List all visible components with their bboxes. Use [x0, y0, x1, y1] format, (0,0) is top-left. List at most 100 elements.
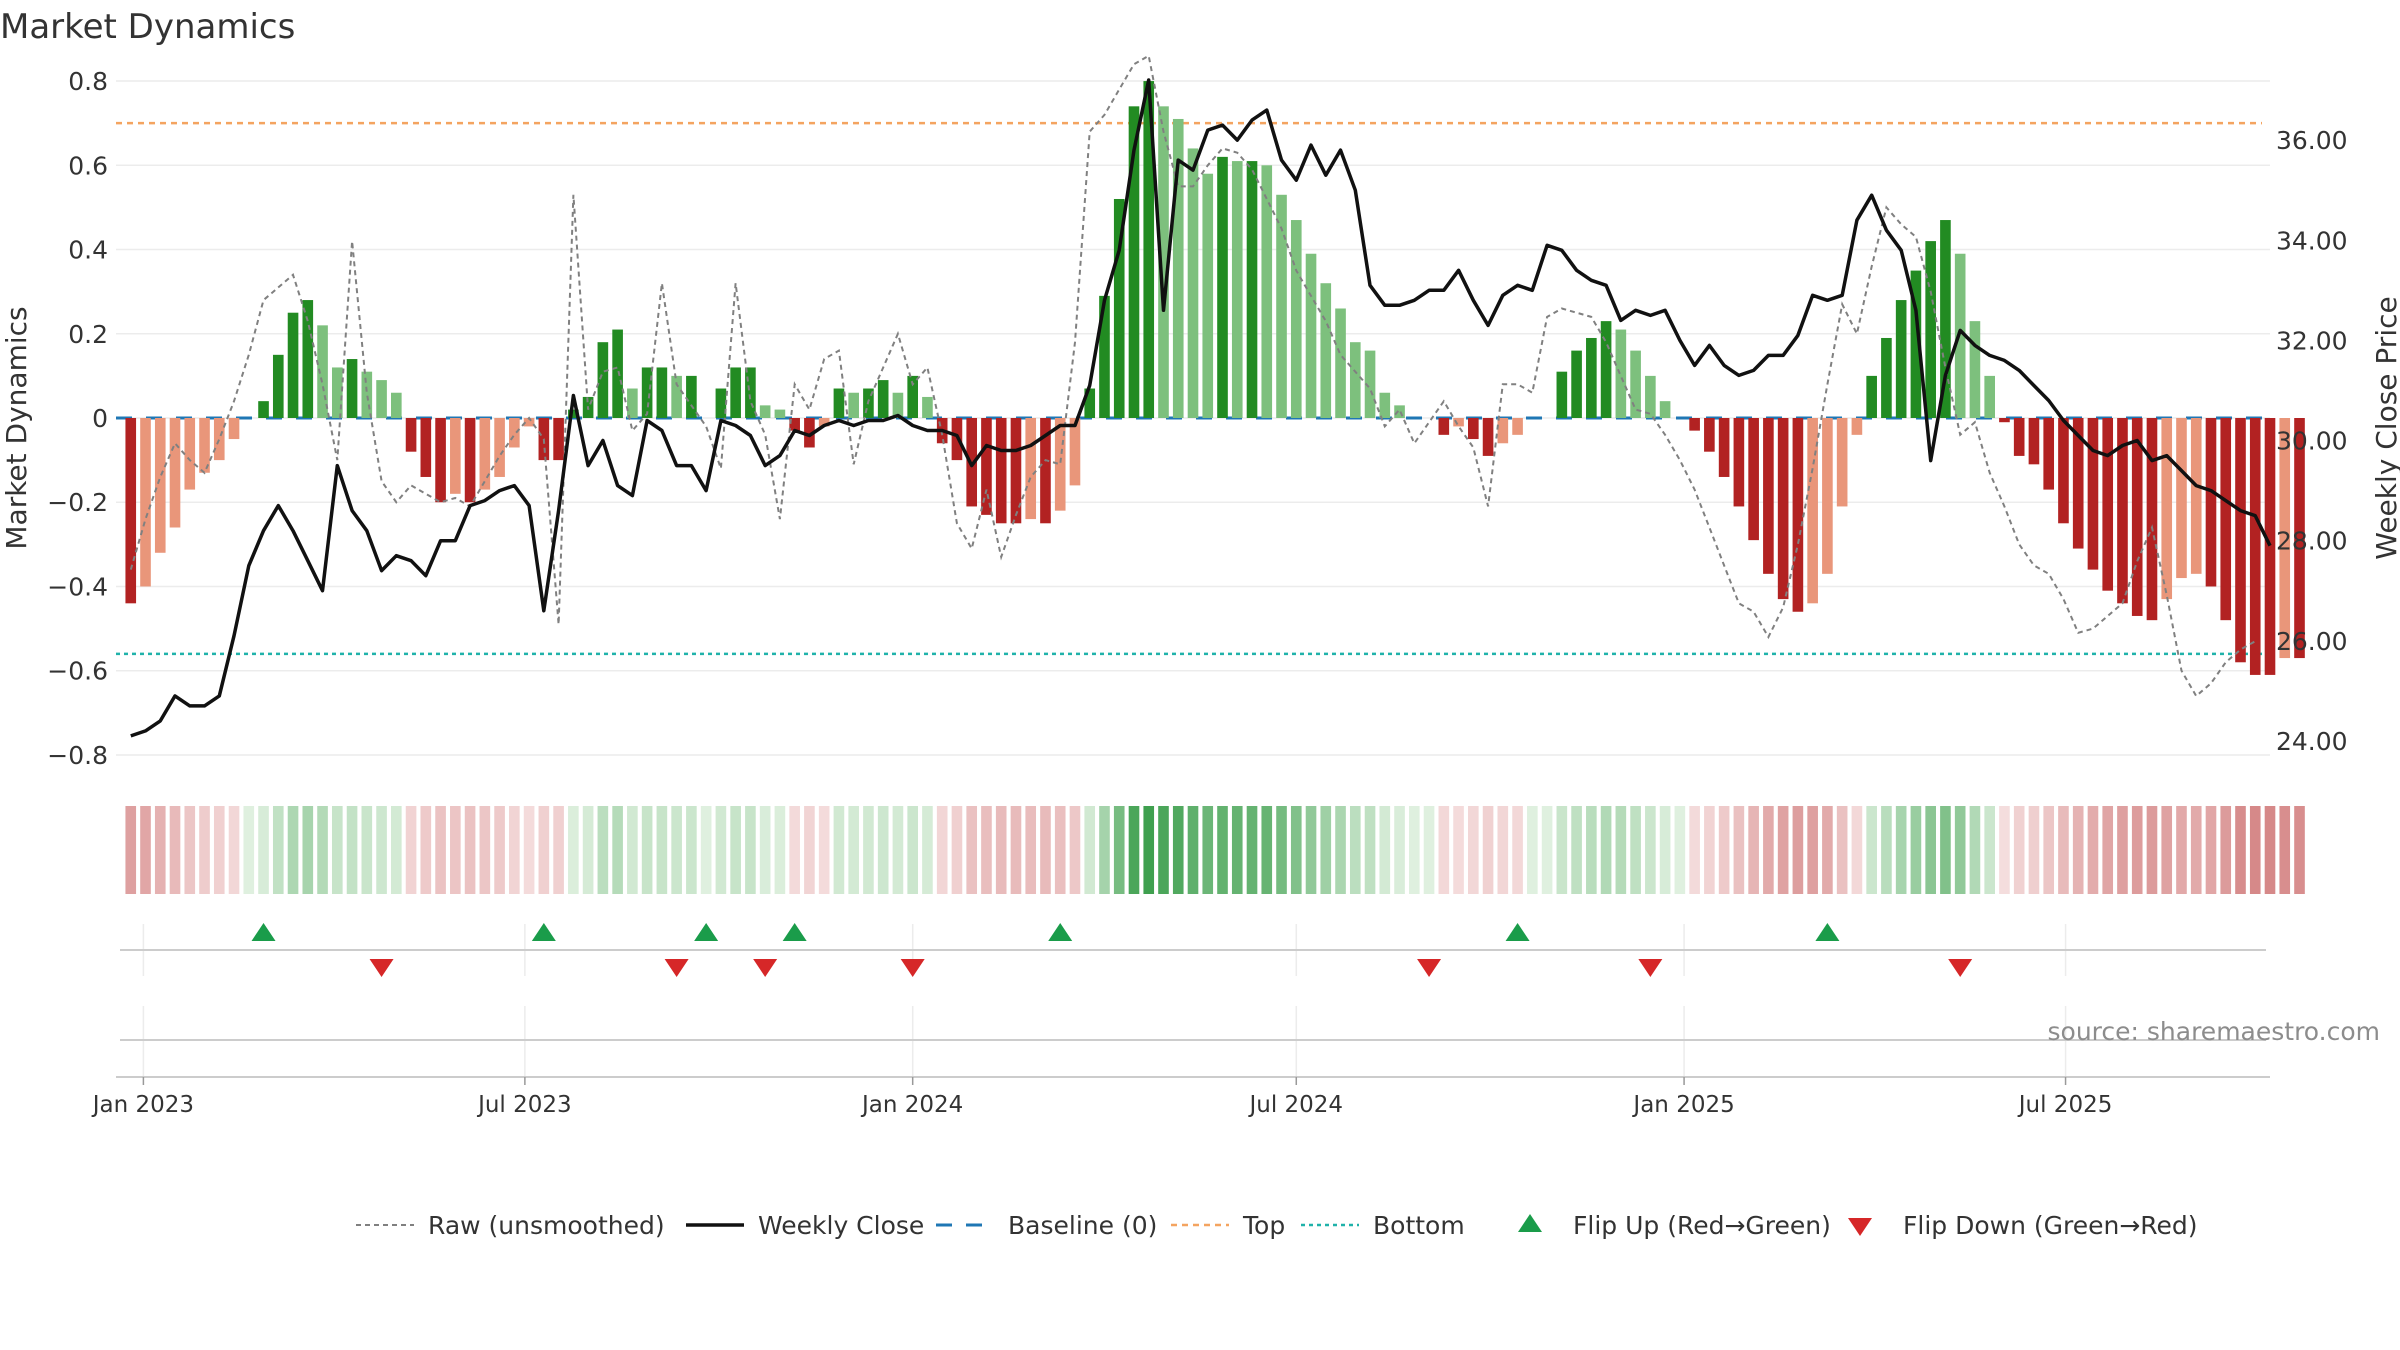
heat-cell	[1025, 806, 1037, 894]
x-tick-label: Jan 2023	[91, 1092, 194, 1118]
dynamics-bar	[745, 367, 756, 418]
y2-tick-label: 28.00	[2276, 527, 2348, 556]
heat-cell	[435, 806, 446, 894]
heat-cell	[907, 806, 918, 894]
heat-cell	[154, 806, 166, 894]
heat-cell	[1187, 806, 1199, 894]
heat-cell	[1541, 806, 1553, 894]
dynamics-bar	[1379, 392, 1391, 418]
heat-cell	[1954, 806, 1966, 894]
dynamics-bar	[2176, 418, 2187, 579]
legend-item-bottom: Bottom	[1301, 1211, 1465, 1240]
dynamics-bar	[1349, 342, 1361, 418]
dynamics-bar	[1084, 388, 1096, 418]
heat-cell	[774, 806, 786, 894]
heat-cell	[2117, 806, 2128, 894]
heat-cell	[1763, 806, 1774, 894]
dynamics-bar	[1984, 375, 1995, 418]
heat-cell	[1659, 806, 1671, 894]
heat-cell	[582, 806, 594, 894]
heat-cell	[1217, 806, 1228, 894]
heat-cell	[1246, 806, 1258, 894]
dynamics-bar	[907, 375, 918, 418]
chart-title: Market Dynamics	[0, 7, 295, 47]
dynamics-bar	[759, 405, 771, 418]
legend-label: Bottom	[1373, 1211, 1465, 1240]
heat-cell	[376, 806, 387, 894]
dynamics-bar	[302, 300, 314, 418]
heat-cell	[2161, 806, 2173, 894]
heat-cell	[391, 806, 402, 894]
flip-up-marker	[251, 923, 276, 941]
dynamics-bar	[1763, 418, 1774, 574]
bottom-gridlines	[142, 1006, 2067, 1077]
heat-cell	[1305, 806, 1317, 894]
heat-cell	[509, 806, 520, 894]
legend-item-top: Top	[1171, 1211, 1285, 1240]
heat-cell	[1851, 806, 1863, 894]
heat-cell	[1113, 806, 1125, 894]
dynamics-bar	[1276, 194, 1287, 418]
dynamics-bar	[1335, 308, 1346, 418]
dynamics-bar	[1718, 418, 1730, 477]
heat-cell	[1925, 806, 1936, 894]
y2-tick-label: 34.00	[2276, 226, 2348, 255]
raw-line	[129, 54, 2256, 698]
heat-cell	[1438, 806, 1450, 894]
heat-cell	[1010, 806, 1022, 894]
dynamics-bar	[1040, 418, 1051, 524]
dynamics-bar	[848, 392, 859, 418]
heat-cell	[818, 806, 830, 894]
dynamics-bar	[1364, 350, 1376, 418]
dynamics-bar	[2205, 418, 2217, 587]
dynamics-bar	[2235, 418, 2246, 663]
x-axis-ticks: Jan 2023 Jul 2023 Jan 2024 Jul 2024 Jan 2025…	[91, 1077, 2112, 1118]
heat-cell	[272, 806, 284, 894]
legend-item-close: Weekly Close	[686, 1211, 924, 1240]
legend-label: Raw (unsmoothed)	[428, 1211, 665, 1240]
dynamics-bar	[995, 418, 1007, 524]
dynamics-bar	[361, 371, 373, 418]
heat-cell	[2205, 806, 2217, 894]
heat-cell	[2131, 806, 2143, 894]
heat-cell	[966, 806, 978, 894]
flip-down-marker	[369, 959, 394, 977]
dynamics-bar	[1910, 270, 1922, 418]
dynamics-bar	[1969, 321, 1981, 418]
y-tick-label: 0.2	[68, 320, 108, 349]
source-credit: source: sharemaestro.com	[2048, 1017, 2381, 1046]
heat-cell	[1231, 806, 1243, 894]
heat-cell	[2058, 806, 2069, 894]
heat-cell	[1276, 806, 1287, 894]
dynamics-bar	[1881, 337, 1892, 418]
dynamics-bar	[154, 418, 166, 553]
dynamics-bar	[1704, 418, 1715, 452]
heat-cell	[420, 806, 432, 894]
heat-cell	[1895, 806, 1907, 894]
legend-label: Top	[1242, 1211, 1285, 1240]
dynamics-bar	[1172, 118, 1184, 418]
heat-cell	[1468, 806, 1479, 894]
dynamics-bar	[1202, 173, 1214, 418]
y-tick-label: 0.6	[68, 151, 108, 180]
dynamics-bar	[1187, 148, 1199, 418]
dynamics-bar	[331, 367, 343, 418]
dynamics-bar	[2131, 418, 2143, 616]
heat-cell	[1777, 806, 1789, 894]
dynamics-bars	[125, 81, 2305, 675]
heat-cell	[1999, 806, 2010, 894]
y-tick-label: −0.8	[47, 741, 108, 770]
heat-cell	[1689, 806, 1700, 894]
flip-up-marker	[1505, 923, 1530, 941]
heat-cell	[1910, 806, 1922, 894]
legend-label: Flip Up (Red→Green)	[1573, 1211, 1831, 1240]
dynamics-bar	[464, 418, 476, 503]
heat-cell	[331, 806, 343, 894]
y-tick-label: 0.4	[68, 236, 108, 265]
reference-lines	[116, 121, 2262, 656]
heat-cell	[361, 806, 373, 894]
heat-cell	[2220, 806, 2232, 894]
heat-strip	[125, 806, 2305, 894]
heat-cell	[1069, 806, 1081, 894]
